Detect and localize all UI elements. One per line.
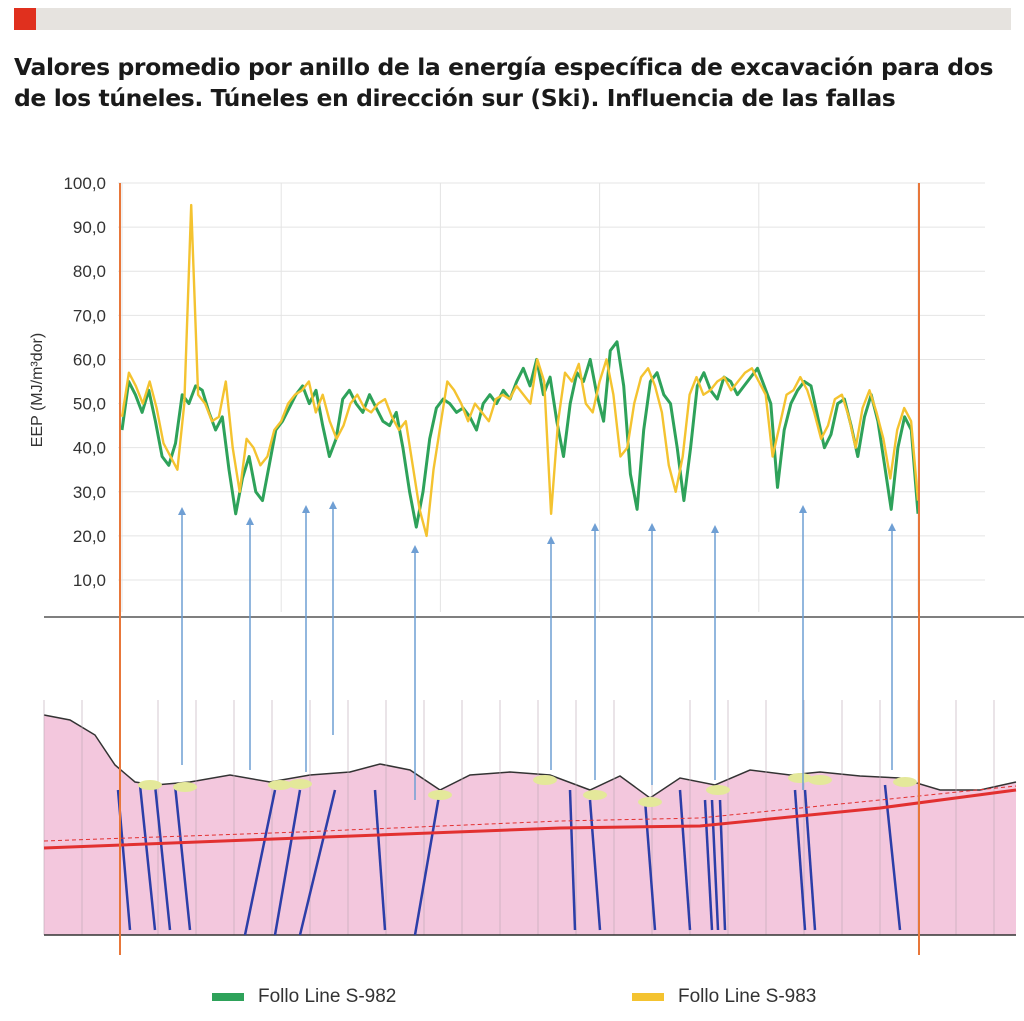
fault-line — [413, 789, 442, 936]
fault-zone — [788, 773, 812, 783]
legend-label-s983: Follo Line S-983 — [678, 986, 817, 1007]
y-axis-ticks: 100,0 90,0 80,0 70,0 60,0 50,0 40,0 30,0 20,0 10,… — [63, 174, 106, 590]
fault-zone — [808, 775, 832, 785]
boundary-lines — [119, 183, 920, 955]
series-line-s982 — [120, 340, 920, 529]
fault-zone — [138, 780, 162, 790]
top-accent-bar — [14, 8, 1011, 30]
fault-arrow-head — [178, 507, 186, 515]
y-tick-label: 60,0 — [73, 350, 106, 369]
fault-line — [710, 799, 720, 931]
fault-zone — [583, 790, 607, 800]
fault-arrow-head — [246, 517, 254, 525]
legend-swatch-s983 — [632, 993, 664, 1001]
chart-area: 100,0 90,0 80,0 70,0 60,0 50,0 40,0 30,0 20,0 10,… — [29, 174, 1024, 955]
y-tick-label: 70,0 — [73, 306, 106, 325]
fault-line — [173, 784, 192, 931]
fault-line — [243, 789, 277, 936]
y-tick-label: 50,0 — [73, 395, 106, 414]
fault-line — [568, 789, 577, 931]
y-tick-label: 20,0 — [73, 527, 106, 546]
fault-line — [883, 784, 902, 931]
y-tick-label: 100,0 — [63, 174, 106, 193]
fault-zone — [173, 782, 197, 792]
fault-line — [703, 799, 714, 931]
y-tick-label: 30,0 — [73, 483, 106, 502]
fault-arrow-head — [711, 525, 719, 533]
legend-item-s983: Follo Line S-983 — [632, 986, 816, 1008]
fault-line — [803, 789, 817, 931]
y-tick-label: 10,0 — [73, 571, 106, 590]
fault-line — [588, 799, 602, 931]
fault-line — [373, 789, 387, 931]
y-tick-label: 80,0 — [73, 262, 106, 281]
fault-line — [138, 784, 157, 931]
series-line-s983 — [120, 203, 920, 538]
accent-square — [14, 8, 36, 30]
fault-line — [153, 784, 172, 931]
rock-mass — [44, 715, 1016, 935]
fault-line — [643, 799, 657, 931]
fault-arrows — [178, 501, 896, 800]
fault-line — [298, 789, 337, 936]
legend-label-s982: Follo Line S-982 — [258, 986, 397, 1007]
legend-item-s982: Follo Line S-982 — [212, 986, 396, 1008]
fault-zone — [533, 775, 557, 785]
fault-arrow-head — [547, 536, 555, 544]
fault-arrow-head — [411, 545, 419, 553]
fault-zone — [288, 779, 312, 789]
fault-arrow-head — [799, 505, 807, 513]
fault-zone — [893, 777, 917, 787]
fault-line — [793, 789, 807, 931]
y-tick-label: 40,0 — [73, 439, 106, 458]
legend-swatch-s982 — [212, 993, 244, 1001]
tunnel-alignment-2 — [43, 785, 1017, 842]
fault-zone — [706, 785, 730, 795]
fault-arrow-head — [329, 501, 337, 509]
y-tick-label: 90,0 — [73, 218, 106, 237]
fault-zone — [268, 780, 292, 790]
fault-arrow-head — [648, 523, 656, 531]
y-axis-label: EEP (MJ/m³dor) — [29, 333, 46, 447]
fault-zone — [638, 797, 662, 807]
fault-arrow-head — [888, 523, 896, 531]
fault-line — [273, 789, 302, 936]
fault-arrow-head — [591, 523, 599, 531]
series-lines — [120, 203, 920, 538]
geological-profile — [43, 700, 1017, 936]
fault-line — [678, 789, 692, 931]
fault-line — [718, 799, 727, 931]
tunnel-alignment — [43, 788, 1017, 850]
fault-zone — [428, 790, 452, 800]
legend: Follo Line S-982 Follo Line S-983 — [0, 986, 1024, 1016]
fault-arrow-head — [302, 505, 310, 513]
chart-title: Valores promedio por anillo de la energí… — [14, 53, 994, 112]
